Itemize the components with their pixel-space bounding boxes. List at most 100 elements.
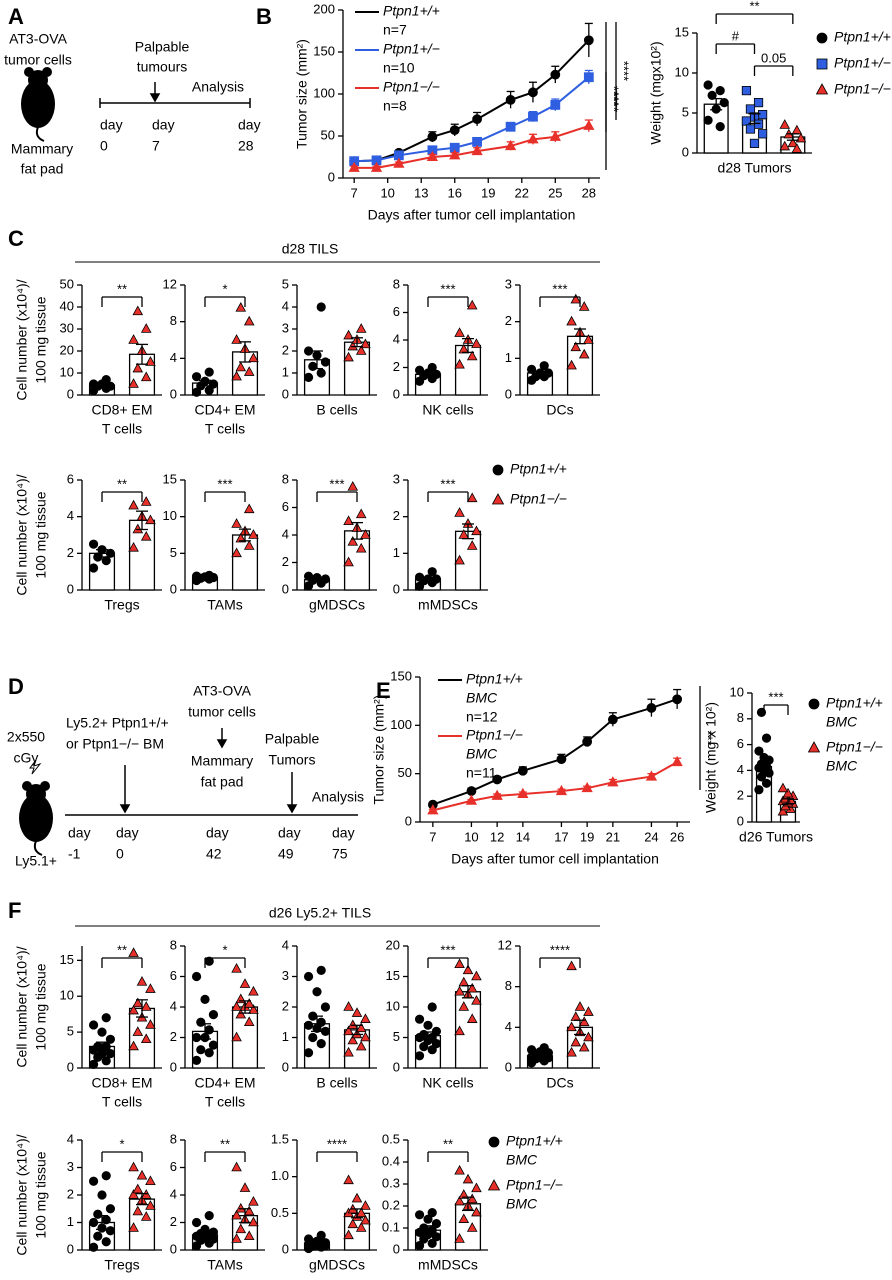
dot [204, 1048, 214, 1058]
x-axis-label: T cells [102, 1094, 142, 1110]
x-tick-label: 10 [464, 829, 478, 844]
point [583, 119, 595, 130]
y-tick-label: 4 [170, 998, 177, 1013]
dot [761, 778, 772, 788]
x-axis-label: Days after tumor cell implantation [451, 851, 659, 867]
annotation: *** [552, 281, 567, 296]
y-tick-label: 10 [730, 684, 744, 699]
dot [128, 1040, 139, 1051]
dot [754, 746, 764, 756]
diagram-text: 2x550 [7, 729, 45, 745]
dot [145, 1175, 156, 1186]
y-tick-label: 4 [505, 1019, 512, 1034]
dot [570, 341, 582, 352]
x-axis-label: gMDSCs [309, 1257, 365, 1273]
y-tick-label: 100 [313, 85, 335, 100]
dot [196, 1017, 206, 1027]
dot [248, 1216, 259, 1227]
dot [316, 965, 326, 976]
dot [355, 1022, 367, 1033]
dot [570, 1036, 582, 1047]
dot [231, 370, 242, 381]
dot [574, 1001, 586, 1011]
dot [248, 352, 259, 363]
y-tick-label: 8 [505, 978, 512, 993]
dot [754, 785, 764, 795]
bar [231, 534, 259, 591]
dot [466, 1193, 478, 1204]
day-label: day [100, 117, 123, 133]
dot [316, 368, 326, 378]
dot [88, 1176, 99, 1186]
dot [526, 1045, 537, 1055]
y-tick-label: 1.5 [271, 1131, 289, 1146]
dot [231, 1031, 242, 1042]
y-tick-label: 0 [737, 813, 744, 828]
dot [347, 481, 359, 491]
x-axis-label: mMDSCs [418, 1257, 478, 1273]
y-axis-label: Tumor size (mm²) [371, 695, 387, 805]
dot [239, 1182, 251, 1192]
y-axis-label: Cell number (x10⁴)/ [14, 946, 30, 1067]
legend-label: Ptpn1−/− [834, 81, 891, 97]
dot [351, 1007, 363, 1017]
dot [471, 1206, 482, 1217]
diagram-text: Analysis [192, 79, 244, 95]
y-tick-label: 30 [60, 320, 74, 335]
x-tick-label: 14 [516, 829, 530, 844]
day-label: day [332, 825, 355, 841]
day-label: day [68, 825, 91, 841]
y-tick-label: 8 [170, 1131, 177, 1146]
legend-label: BMC [506, 1196, 538, 1212]
diagram-text: Mammary [191, 753, 253, 769]
legend-label: Ptpn1+/+ [510, 461, 567, 477]
dot [145, 1019, 156, 1029]
dot [140, 496, 152, 506]
x-axis-label: d28 Tumors [718, 160, 792, 176]
point [527, 133, 539, 144]
dot [343, 329, 354, 340]
y-axis-label: Weight (mgx10²) [648, 41, 664, 144]
annotation: **** [607, 92, 622, 112]
annotation: *** [329, 476, 344, 491]
x-axis-label: NK cells [422, 1075, 473, 1091]
y-tick-label: 4 [67, 1131, 74, 1146]
dot [132, 1026, 144, 1036]
dot [243, 540, 255, 550]
annotation: ** [220, 1136, 230, 1151]
annotation: *** [440, 281, 455, 296]
y-tick-label: 0.2 [382, 1197, 400, 1212]
legend-marker [491, 493, 505, 505]
dot [243, 503, 255, 514]
dot [777, 782, 789, 793]
y-axis-label: Cell number (x10⁴)/ [14, 474, 30, 595]
dot [427, 1002, 437, 1012]
dot [243, 315, 255, 326]
point [555, 784, 568, 796]
y-tick-label: 0.3 [382, 1175, 400, 1190]
annotation: *** [701, 730, 716, 745]
dot [132, 997, 144, 1008]
header: d26 Ly5.2+ TILS [269, 905, 371, 921]
day-label: 49 [278, 846, 294, 862]
x-axis-label: Days after tumor cell implantation [368, 207, 576, 223]
y-tick-label: 0 [393, 1241, 400, 1256]
y-tick-label: 15 [60, 952, 74, 967]
dot [316, 1017, 326, 1027]
y-tick-label: 0 [170, 581, 177, 596]
dot [248, 529, 259, 539]
y-axis-label: 100 mg tissue [33, 1151, 49, 1238]
dot [458, 1189, 470, 1199]
dot [132, 362, 144, 373]
legend-marker [492, 464, 504, 476]
legend-n: n=7 [383, 22, 407, 38]
point [426, 150, 439, 162]
dot [471, 995, 482, 1005]
y-tick-label: 15 [675, 24, 689, 39]
y-tick-label: 0 [405, 813, 412, 828]
x-tick-label: 25 [548, 185, 562, 200]
dot [471, 1182, 482, 1193]
annotation: **** [607, 86, 622, 106]
x-tick-label: 24 [644, 829, 658, 844]
y-tick-label: 150 [390, 668, 412, 683]
